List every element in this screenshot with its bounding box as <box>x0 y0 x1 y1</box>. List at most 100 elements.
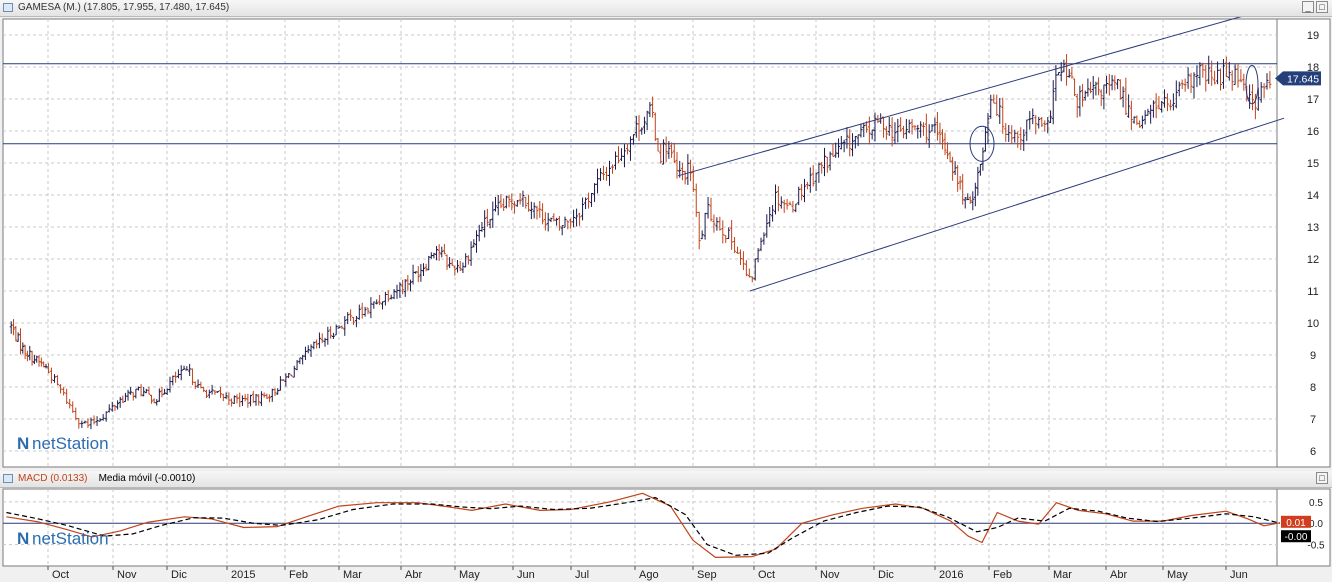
maximize-button[interactable]: □ <box>1316 472 1328 484</box>
maximize-button[interactable]: □ <box>1316 1 1328 13</box>
ohlc-bar <box>1256 87 1260 111</box>
ohlc-bar <box>196 379 200 388</box>
ohlc-bar <box>422 263 425 277</box>
ohlc-bar <box>1028 110 1032 130</box>
ohlc-bar <box>756 248 760 263</box>
ohlc-bar <box>199 381 203 389</box>
ohlc-bar <box>104 411 108 422</box>
x-tick-label: Dic <box>171 569 187 581</box>
netstation-logo-text: netStation <box>32 529 109 548</box>
ohlc-bar <box>1259 82 1263 103</box>
ohlc-bar <box>593 183 597 202</box>
ohlc-bar <box>555 217 559 226</box>
ohlc-bar <box>625 143 629 155</box>
ohlc-bar <box>1154 93 1158 119</box>
x-tick-label: Abr <box>405 569 422 581</box>
ohlc-bar <box>1062 59 1066 73</box>
x-tick-label: Feb <box>993 569 1012 581</box>
ohlc-bar <box>976 166 980 196</box>
ohlc-bar <box>386 290 390 302</box>
ohlc-bar <box>709 197 713 222</box>
ohlc-bar <box>823 147 827 177</box>
ohlc-bar <box>334 324 338 336</box>
ohlc-bar <box>1146 108 1150 116</box>
ohlc-bar <box>1192 72 1196 99</box>
y-tick-label: 6 <box>1310 446 1316 458</box>
netstation-logo-mark: N <box>17 529 29 548</box>
macd-value-badge <box>1281 515 1311 528</box>
ohlc-bar <box>1183 78 1187 92</box>
ohlc-bar <box>1177 81 1181 97</box>
ohlc-bar <box>811 165 815 187</box>
ohlc-bar <box>157 388 161 402</box>
signal-value-badge <box>1281 530 1311 543</box>
ohlc-bar <box>738 249 742 266</box>
ohlc-bar <box>375 299 379 305</box>
x-tick-label: Jul <box>575 569 589 581</box>
ohlc-bar <box>552 213 556 222</box>
panel-icon <box>3 474 13 483</box>
ohlc-bar <box>837 138 841 158</box>
ohlc-bar <box>507 195 511 208</box>
ohlc-bar <box>642 116 646 134</box>
ohlc-bar <box>896 118 900 143</box>
ohlc-bar <box>1105 75 1109 94</box>
ohlc-bar <box>107 404 111 413</box>
ohlc-bar <box>1013 129 1017 143</box>
ohlc-bar <box>323 337 327 347</box>
ohlc-bar <box>788 201 792 206</box>
ohlc-bar <box>176 369 180 379</box>
ohlc-bar <box>825 156 829 173</box>
ohlc-bar <box>700 230 704 240</box>
ohlc-bar <box>808 167 812 193</box>
ohlc-bar <box>1163 89 1167 108</box>
ohlc-bar <box>193 381 197 390</box>
ohlc-bar <box>160 386 164 398</box>
ohlc-bar <box>83 420 87 424</box>
ohlc-bar <box>30 350 34 366</box>
x-tick-label: Nov <box>117 569 137 581</box>
ohlc-bar <box>1171 93 1175 111</box>
ohlc-bar <box>744 260 748 277</box>
minimize-button[interactable]: _ <box>1302 1 1314 13</box>
ohlc-bar <box>851 133 855 157</box>
ohlc-bar <box>268 394 272 403</box>
ohlc-bar <box>1129 100 1133 131</box>
x-tick-label: May <box>459 569 480 581</box>
ohlc-bar <box>354 315 358 328</box>
ohlc-bar <box>998 98 1002 124</box>
ohlc-bar <box>298 357 302 365</box>
ohlc-bar <box>933 117 937 134</box>
ohlc-bar <box>416 266 420 283</box>
ohlc-bar <box>1067 68 1071 78</box>
ohlc-bar <box>956 165 960 192</box>
ohlc-bar <box>25 350 29 362</box>
ohlc-bar <box>1216 61 1220 85</box>
ohlc-bar <box>599 168 603 182</box>
y-tick-label: 10 <box>1307 318 1319 330</box>
x-tick-label: Mar <box>343 569 362 581</box>
ohlc-bar <box>366 307 370 315</box>
ohlc-bar <box>450 258 454 266</box>
ohlc-bar <box>408 279 412 292</box>
ohlc-bar <box>1265 73 1269 90</box>
ohlc-bar <box>538 200 542 218</box>
ohlc-bar <box>637 115 641 142</box>
ohlc-bar <box>631 134 635 145</box>
ohlc-bar <box>1081 84 1085 107</box>
ohlc-bar <box>340 325 344 329</box>
ohlc-bar <box>1224 56 1228 78</box>
ohlc-bar <box>862 122 866 138</box>
ohlc-bar <box>873 112 877 142</box>
y-tick-label: 11 <box>1307 286 1318 298</box>
ohlc-bar <box>848 129 852 157</box>
ohlc-bar <box>1201 62 1205 78</box>
ohlc-bar <box>1073 78 1077 96</box>
ohlc-bar <box>456 260 460 273</box>
ohlc-bar <box>817 162 821 183</box>
ohlc-bar <box>1059 62 1063 82</box>
ohlc-bar <box>23 344 27 360</box>
ohlc-bar <box>930 123 934 132</box>
ohlc-bar <box>92 415 96 425</box>
ohlc-bar <box>372 301 376 309</box>
